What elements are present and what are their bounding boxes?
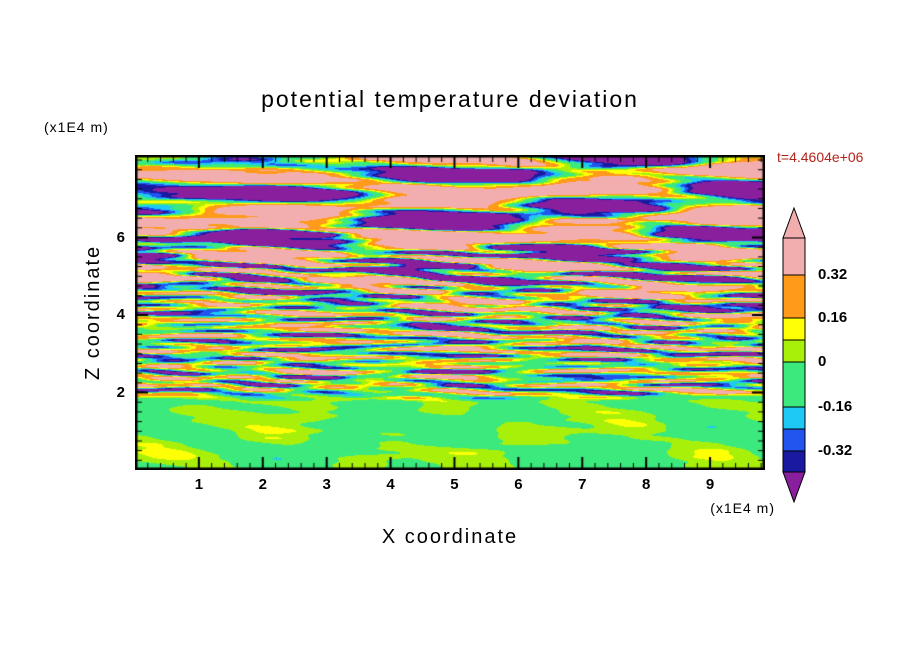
timestamp-label: t=4.4604e+06 bbox=[777, 149, 864, 165]
x-tick-label-4: 4 bbox=[386, 476, 395, 493]
colorbar-segment-5 bbox=[782, 406, 806, 430]
colorbar-tick-label--0.16: -0.16 bbox=[818, 398, 853, 415]
colorbar-segment-2 bbox=[782, 317, 806, 341]
colorbar-segment-3 bbox=[782, 339, 806, 363]
colorbar-segment-1 bbox=[782, 274, 806, 319]
z-tick-label-4: 4 bbox=[116, 306, 125, 324]
x-tick-label-2: 2 bbox=[258, 476, 267, 493]
x-tick-label-7: 7 bbox=[578, 476, 587, 493]
heatmap-canvas bbox=[135, 155, 765, 470]
z-tick-label-6: 6 bbox=[116, 228, 125, 246]
x-tick-label-9: 9 bbox=[705, 476, 715, 493]
colorbar-tick-label-0.32: 0.32 bbox=[818, 266, 848, 283]
z-axis-unit-label: (x1E4 m) bbox=[44, 119, 109, 135]
colorbar bbox=[782, 207, 806, 503]
colorbar-segment-4 bbox=[782, 361, 806, 408]
colorbar-segment-6 bbox=[782, 428, 806, 452]
colorbar-bottom-arrow bbox=[782, 471, 806, 503]
colorbar-tick-label-0: 0 bbox=[818, 353, 827, 370]
colorbar-tick-label-0.16: 0.16 bbox=[818, 309, 848, 326]
x-axis-title: X coordinate bbox=[381, 526, 519, 548]
x-tick-label-5: 5 bbox=[450, 476, 459, 493]
x-tick-label-1: 1 bbox=[194, 476, 204, 493]
x-tick-label-3: 3 bbox=[322, 476, 331, 493]
x-axis-unit-label: (x1E4 m) bbox=[710, 500, 775, 516]
z-tick-label-2: 2 bbox=[116, 383, 125, 401]
colorbar-top-arrow bbox=[782, 207, 806, 239]
x-tick-label-6: 6 bbox=[514, 476, 523, 493]
colorbar-tick-label--0.32: -0.32 bbox=[818, 442, 853, 459]
x-tick-label-8: 8 bbox=[641, 476, 651, 493]
colorbar-segment-0 bbox=[782, 237, 806, 276]
chart-title: potential temperature deviation bbox=[261, 86, 639, 112]
colorbar-segment-7 bbox=[782, 450, 806, 473]
